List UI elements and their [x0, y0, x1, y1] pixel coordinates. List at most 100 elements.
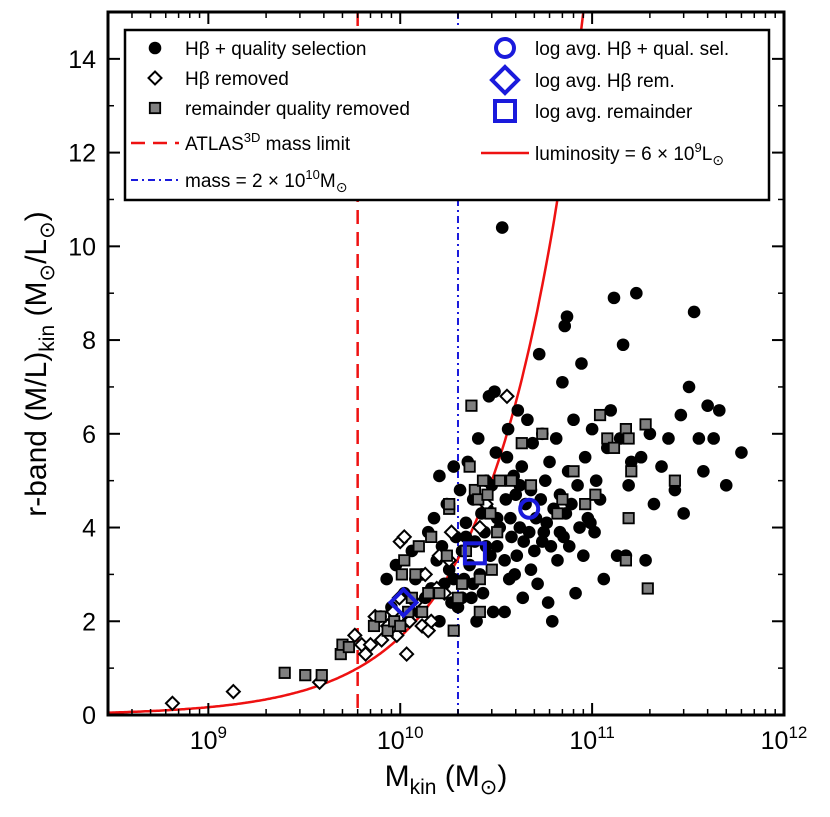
hb-quality-selection-point — [701, 399, 714, 412]
remainder-quality-removed-point — [395, 568, 408, 581]
legend-label-hb_rem: Hβ removed — [185, 69, 289, 90]
remainder-quality-removed-point — [447, 624, 460, 637]
hb-quality-selection-point — [549, 432, 563, 445]
hb-quality-selection-point — [588, 525, 601, 539]
hb-removed-point — [225, 683, 242, 700]
hb-quality-selection-point — [508, 568, 522, 581]
hb-quality-selection-point — [433, 614, 446, 628]
log-avg-hb-qual-sel-marker — [518, 497, 541, 520]
hb-quality-selection-point — [490, 539, 504, 553]
hb-quality-selection-point — [687, 305, 701, 319]
remainder-quality-removed-point — [589, 488, 602, 501]
legend-label-avg_rem: log avg. Hβ rem. — [535, 71, 675, 92]
hb-removed-point — [499, 388, 515, 405]
hb-quality-selection-point — [616, 338, 630, 352]
hb-quality-selection-point — [528, 544, 541, 558]
hb-removed-point — [164, 695, 181, 712]
y-tick-label: 12 — [68, 140, 96, 168]
hb-removed-point — [398, 646, 415, 662]
hb-quality-selection-point — [551, 554, 564, 567]
remainder-quality-removed-point — [374, 610, 387, 623]
hb-quality-selection-point — [575, 357, 588, 370]
hb-quality-selection-point — [597, 572, 611, 586]
hb-quality-selection-point — [489, 446, 503, 459]
hb-quality-selection-point — [488, 385, 501, 398]
hb-quality-selection-point — [470, 614, 483, 628]
hb-quality-selection-point — [516, 591, 530, 605]
remainder-quality-removed-point — [433, 587, 446, 600]
remainder-quality-removed-point — [579, 497, 592, 511]
hb-quality-selection-point — [524, 563, 538, 577]
remainder-quality-removed-point — [455, 577, 469, 590]
hb-removed-point — [396, 528, 413, 545]
hb-quality-selection-point — [427, 511, 441, 525]
hb-quality-selection-point — [639, 554, 652, 567]
remainder-quality-removed-point — [465, 399, 478, 412]
legend-label-rem_q: remainder quality removed — [185, 99, 410, 120]
hb-quality-selection-point — [662, 432, 675, 445]
hb-removed-point — [443, 524, 460, 541]
hb-quality-selection-point — [540, 516, 554, 530]
hb-quality-selection-point — [647, 497, 661, 511]
hb-quality-selection-point — [674, 408, 688, 422]
remainder-quality-removed-point — [622, 512, 635, 525]
hb-quality-selection-point — [634, 450, 648, 464]
legend-swatch-circle — [148, 41, 162, 55]
remainder-quality-removed-point — [505, 474, 518, 487]
remainder-quality-removed-point — [481, 488, 494, 501]
remainder-quality-removed-point — [440, 549, 453, 562]
log-avg-remainder-marker — [462, 541, 487, 566]
hb-removed-point — [401, 613, 418, 630]
hb-quality-selection-point — [589, 474, 603, 487]
data-markers — [164, 221, 748, 712]
remainder-quality-removed-point — [409, 568, 422, 581]
hb-quality-selection-point — [712, 404, 726, 417]
hb-quality-selection-point — [476, 586, 490, 600]
hb-quality-selection-point — [567, 413, 580, 427]
hb-removed-point — [471, 519, 488, 536]
hb-quality-selection-point — [500, 450, 514, 464]
log-average-markers — [387, 497, 541, 619]
hb-quality-selection-point — [668, 483, 682, 497]
hb-quality-selection-point — [571, 479, 584, 492]
legend-label-mass: mass = 2 × 1010M⊙ — [185, 167, 347, 195]
remainder-quality-removed-point — [473, 605, 486, 618]
hb-quality-selection-point — [495, 221, 509, 234]
hb-quality-selection-point — [578, 450, 592, 464]
hb-quality-selection-point — [577, 549, 590, 562]
remainder-quality-removed-point — [567, 465, 580, 478]
x-tick-label: 109 — [190, 723, 227, 755]
legend-swatch-big-diamond — [489, 64, 521, 96]
hb-quality-selection-point — [719, 479, 733, 492]
hb-quality-selection-point — [459, 530, 473, 544]
hb-quality-selection-point — [607, 291, 621, 305]
remainder-quality-removed-point — [524, 479, 538, 492]
y-tick-label: 10 — [68, 233, 96, 261]
y-axis-label: r-band (M/L)kin (M⊙/L⊙) — [20, 211, 59, 516]
hb-quality-selection-point — [380, 572, 393, 586]
remainder-quality-removed-point — [607, 441, 621, 454]
y-axis-ticks: 0 2 4 6 8 10 12 14 — [68, 46, 784, 730]
legend: Hβ + quality selection Hβ removed remainde… — [123, 28, 771, 202]
legend-label-lum: luminosity = 6 × 109L⊙ — [535, 140, 724, 168]
hb-quality-selection-point — [515, 460, 529, 473]
remainder-quality-removed-point — [473, 572, 486, 586]
legend-label-hb_sel: Hβ + quality selection — [185, 39, 367, 60]
hb-quality-selection-point — [484, 549, 497, 562]
legend-swatch-diamond — [147, 70, 163, 86]
hb-removed-point — [423, 613, 440, 630]
hb-quality-selection-point — [543, 455, 556, 469]
y-tick-label: 2 — [82, 608, 96, 636]
hb-quality-selection-point — [498, 605, 511, 619]
hb-quality-selection-point — [513, 521, 527, 534]
hb-quality-selection-point — [499, 493, 513, 506]
plot-frame — [106, 10, 786, 717]
remainder-quality-removed-point — [443, 497, 456, 511]
remainder-quality-removed-point — [641, 582, 654, 595]
remainder-quality-removed-point — [601, 432, 614, 445]
hb-removed-point — [362, 636, 379, 653]
hb-quality-selection-point — [735, 446, 748, 459]
remainder-quality-removed-point — [551, 507, 564, 520]
remainder-quality-removed-point — [556, 493, 569, 506]
